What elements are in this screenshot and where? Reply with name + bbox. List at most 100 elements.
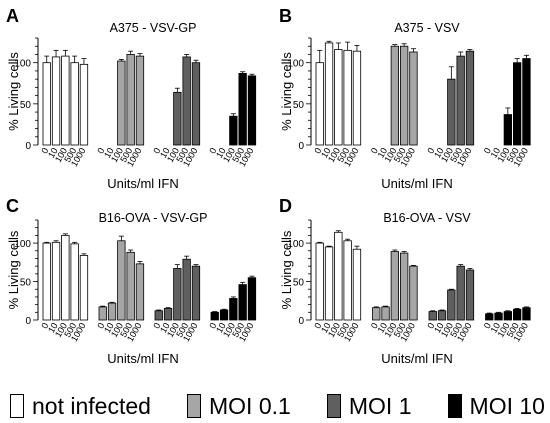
panel-b-bar-moi-1-500 [456, 55, 465, 146]
panel-b-y-tick-label-50: 50 [293, 100, 305, 111]
panel-d-bar-not-infected-1000 [352, 248, 362, 321]
panel-d-x-tick-label-not-infected-0: 0 [312, 321, 323, 330]
panel-b-bar-moi-10-500 [513, 62, 522, 146]
panel-a-bar-not-infected-500 [70, 62, 79, 146]
legend-label-not-infected: not infected [32, 393, 151, 419]
panel-b-x-tick-label-moi-1-0: 0 [425, 146, 436, 155]
panel-a-y-label: % Living cells [6, 52, 21, 131]
panel-d-x-tick-label-moi-0-1-10: 10 [376, 321, 390, 335]
panel-a-x-tick-label-moi-0-1-0: 0 [95, 146, 106, 155]
panel-a-x-tick-label-moi-1-0: 0 [151, 146, 162, 155]
panel-d-bar-moi-1-500 [456, 265, 465, 321]
panel-b-bar-moi-10-100 [503, 114, 513, 146]
panel-b-x-label: Units/ml IFN [381, 176, 453, 191]
panel-a-bar-moi-1-1000 [191, 62, 201, 146]
panel-c-bar-moi-1-10 [163, 308, 173, 321]
legend-swatch-not-infected [10, 394, 24, 418]
panel-d-bar-moi-0-1-500 [399, 252, 409, 321]
panel-c-bar-moi-0-1-10 [107, 302, 117, 321]
panel-b-x-tick-label-moi-1-10: 10 [432, 146, 446, 160]
panel-a-bar-moi-0-1-500 [126, 54, 135, 146]
panel-d-bar-moi-0-1-0 [372, 307, 381, 321]
panel-a-y-tick-label-100: 100 [14, 59, 31, 70]
panel-a-bar-moi-1-500 [182, 56, 191, 146]
panel-c-y-label: % Living cells [6, 230, 21, 309]
panel-a-bar-not-infected-10 [51, 56, 61, 146]
panel-c-bar-moi-10-10 [219, 309, 229, 321]
panel-d-y-tick-label-0: 0 [298, 316, 304, 327]
panel-d-bar-moi-1-10 [437, 310, 447, 321]
panel-c-x-tick-label-moi-1-0: 0 [151, 321, 162, 330]
panel-c-bar-moi-1-100 [173, 268, 182, 321]
panel-d-bar-moi-1-1000 [465, 269, 475, 321]
panel-b-bar-moi-0-1-500 [399, 45, 409, 146]
panel-d-x-tick-label-moi-1-10: 10 [432, 321, 446, 335]
panel-a-bar-moi-0-1-1000 [135, 55, 145, 146]
panel-b-y-tick-label-100: 100 [287, 59, 304, 70]
panel-d-letter: D [279, 196, 292, 216]
panel-d-x-tick-label-moi-0-1-0: 0 [369, 321, 380, 330]
panel-c-bar-moi-10-0 [210, 311, 219, 321]
panel-c-y-tick-label-100: 100 [14, 239, 31, 250]
panel-a-x-tick-label-not-infected-0: 0 [39, 146, 50, 155]
panel-d-bar-not-infected-100 [334, 231, 343, 321]
panel-c-y-tick-label-0: 0 [25, 316, 31, 327]
panel-c-x-tick-label-moi-0-1-10: 10 [102, 321, 116, 335]
panel-c-bar-moi-10-500 [238, 284, 247, 321]
panel-c-bar-not-infected-100 [61, 234, 70, 321]
panel-a-bar-moi-10-100 [229, 115, 238, 146]
panel-d-x-label: Units/ml IFN [381, 351, 453, 366]
panel-b-x-tick-label-moi-10-10: 10 [489, 146, 503, 160]
panel-d-bar-moi-0-1-10 [381, 306, 390, 321]
panel-a-y-tick-label-50: 50 [20, 100, 32, 111]
panel-b-y-tick-label-0: 0 [298, 141, 304, 152]
panel-d-bar-not-infected-10 [324, 246, 334, 321]
panel-c-bar-moi-0-1-100 [117, 240, 126, 321]
panel-c-bar-not-infected-500 [70, 243, 79, 321]
panel-d-x-tick-label-moi-1-0: 0 [425, 321, 436, 330]
panel-c-bar-moi-0-1-500 [126, 251, 135, 321]
panel-d-bar-moi-0-1-1000 [409, 265, 418, 321]
panel-a-bar-moi-0-1-100 [117, 60, 126, 146]
panel-c-bar-moi-1-0 [154, 310, 163, 321]
panel-b-bar-moi-1-1000 [465, 50, 475, 146]
panel-b-y-label: % Living cells [279, 52, 294, 131]
panel-d-y-tick-label-50: 50 [293, 278, 305, 289]
legend-item-not-infected: not infected [10, 394, 151, 418]
panel-b-x-tick-label-moi-0-1-10: 10 [376, 146, 390, 160]
panel-d-bar-moi-1-100 [447, 289, 456, 321]
panel-c-letter: C [6, 196, 19, 216]
panel-a-letter: A [6, 6, 19, 26]
panel-b-bar-moi-0-1-100 [390, 45, 400, 146]
panel-b-bar-not-infected-0 [315, 62, 324, 146]
panel-c-x-tick-label-moi-10-0: 0 [207, 321, 218, 330]
panel-b-bar-not-infected-500 [343, 49, 352, 146]
panel-a-x-tick-label-moi-1-10: 10 [158, 146, 172, 160]
panel-a-x-tick-label-moi-0-1-10: 10 [102, 146, 116, 160]
panel-a-x-label: Units/ml IFN [107, 176, 179, 191]
legend-label-moi-10: MOI 10 [469, 393, 545, 419]
legend-item-moi-10: MOI 10 [447, 393, 545, 419]
panel-b-x-tick-label-not-infected-0: 0 [312, 146, 323, 155]
panel-a-bar-not-infected-100 [61, 55, 70, 146]
legend-label-moi-0-1: MOI 0.1 [208, 393, 291, 419]
panel-b-bar-not-infected-10 [324, 42, 334, 146]
panel-c-bar-moi-0-1-0 [98, 306, 107, 321]
panel-c-x-tick-label-moi-1-10: 10 [158, 321, 172, 335]
panel-c-y-tick-label-50: 50 [20, 278, 32, 289]
panel-b-bar-not-infected-100 [334, 49, 343, 146]
panel-b-title: A375 - VSV [394, 21, 460, 35]
panel-c-x-tick-label-not-infected-10: 10 [46, 321, 60, 335]
panel-b-bar-moi-1-100 [447, 78, 456, 146]
panel-b-x-tick-label-not-infected-10: 10 [319, 146, 333, 160]
panel-c-x-tick-label-moi-0-1-0: 0 [95, 321, 106, 330]
panel-d-bar-moi-10-1000 [522, 307, 531, 321]
panel-c-bar-moi-1-1000 [191, 265, 201, 321]
panel-d-bar-not-infected-500 [343, 240, 352, 321]
panel-b-bar-moi-10-1000 [522, 58, 531, 146]
panel-d-title: B16-OVA - VSV [383, 211, 471, 225]
panel-c-bar-moi-10-1000 [247, 277, 257, 321]
